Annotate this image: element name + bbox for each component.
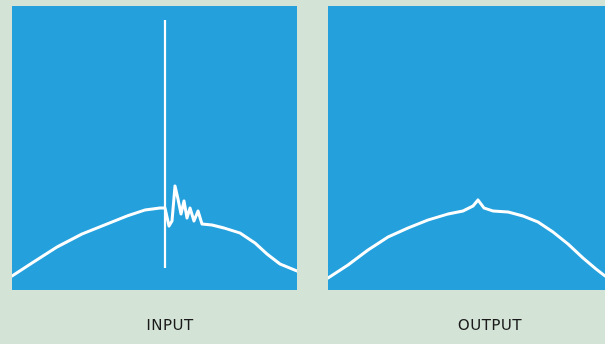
output-waveform: [328, 198, 605, 280]
input-trace: [12, 184, 297, 278]
input-panel: [12, 6, 297, 290]
input-waveform: [12, 20, 297, 278]
input-caption: INPUT: [146, 316, 194, 334]
output-trace: [328, 198, 605, 280]
output-caption: OUTPUT: [457, 316, 523, 334]
output-panel: [328, 6, 605, 290]
